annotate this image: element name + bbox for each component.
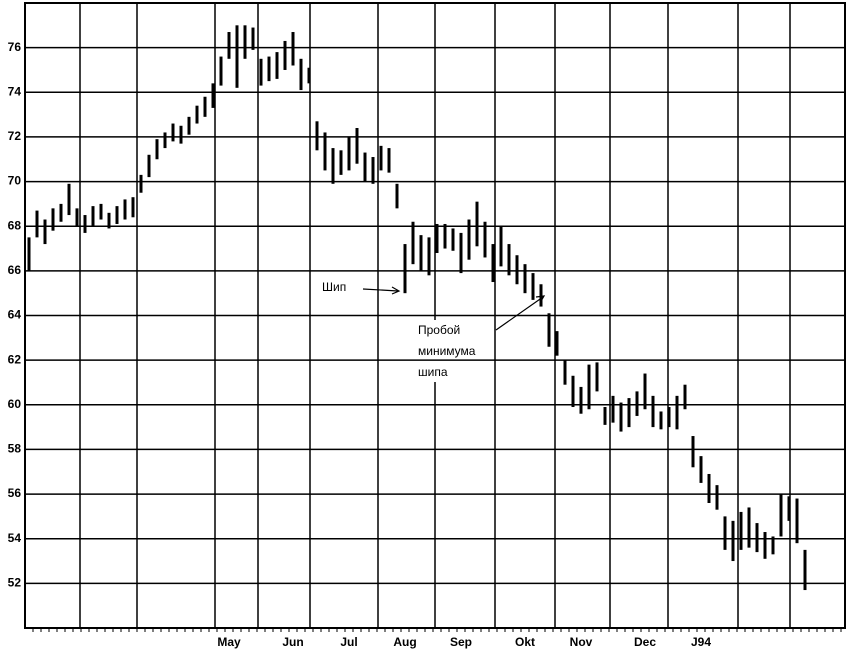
y-tick-label: 52 (8, 576, 22, 590)
x-tick-label: Jul (340, 635, 357, 649)
annotation: шипа (418, 365, 448, 379)
label-backdrop (318, 278, 362, 298)
y-tick-label: 58 (8, 442, 22, 456)
x-tick-label: Dec (634, 635, 656, 649)
y-tick-label: 68 (8, 218, 22, 232)
y-tick-label: 60 (8, 397, 22, 411)
y-tick-label: 70 (8, 174, 22, 188)
x-tick-label: Jun (282, 635, 303, 649)
y-tick-label: 74 (8, 84, 22, 98)
label-backdrop (412, 320, 492, 382)
x-tick-label: Sep (450, 635, 472, 649)
x-tick-label: Aug (393, 635, 416, 649)
x-tick-label: Okt (515, 635, 535, 649)
y-tick-label: 64 (8, 308, 22, 322)
y-tick-label: 62 (8, 352, 22, 366)
annotation-arrow (495, 295, 546, 331)
x-tick-label: J94 (691, 635, 711, 649)
annotation: Шип (322, 280, 346, 294)
annotation: минимума (418, 344, 476, 358)
y-tick-label: 56 (8, 486, 22, 500)
annotation-arrow (362, 286, 401, 295)
x-tick-label: May (217, 635, 241, 649)
annotation: Пробой (418, 323, 460, 337)
x-tick-label: Nov (570, 635, 593, 649)
y-tick-label: 54 (8, 531, 22, 545)
y-tick-label: 76 (8, 40, 22, 54)
y-tick-label: 66 (8, 263, 22, 277)
y-tick-label: 72 (8, 129, 22, 143)
